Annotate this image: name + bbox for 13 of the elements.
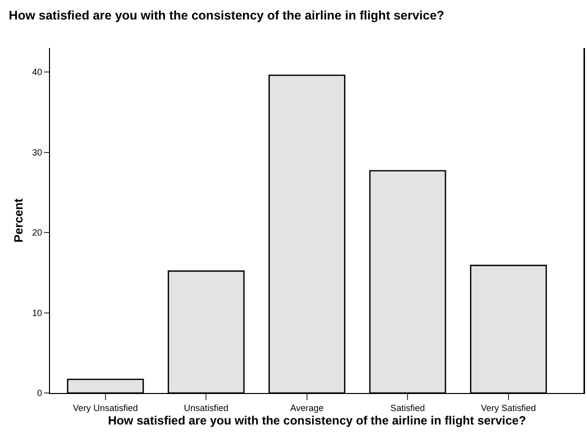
y-axis-title: Percent [11,198,26,243]
x-tick-label: Very Unsatisfied [72,402,138,413]
x-tick-label: Satisfied [390,402,425,413]
y-tick-label: 0 [37,388,42,398]
x-axis-title: How satisfied are you with the consistency of the airline in flight service? [108,414,526,428]
x-tick-label: Very Satisfied [480,402,536,413]
y-tick-label: 10 [32,308,42,318]
y-tick-label: 20 [32,228,42,238]
y-tick-label: 40 [32,67,42,78]
x-tick-label: Unsatisfied [184,402,228,413]
chart-title: How satisfied are you with the consistency of the airline in flight service? [8,8,444,23]
y-tick-label: 30 [32,147,42,158]
x-tick-label: Average [290,402,324,413]
